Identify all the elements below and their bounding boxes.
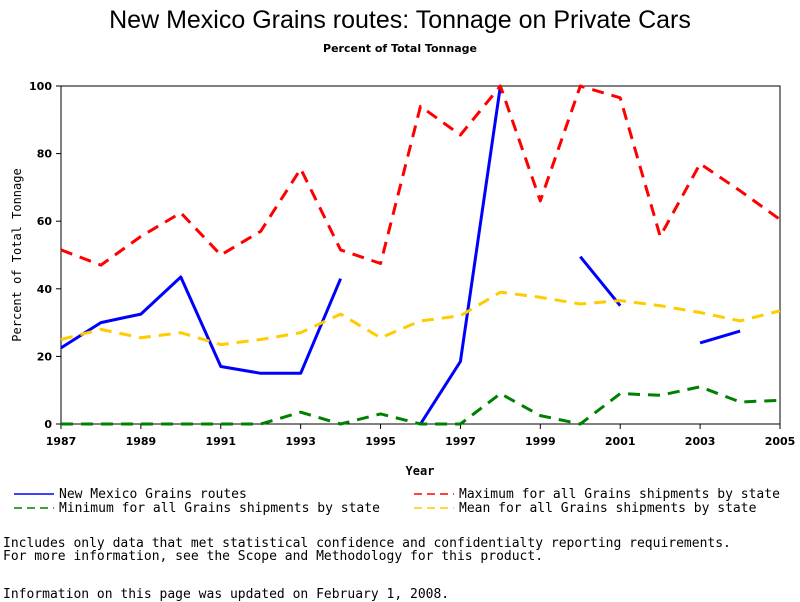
x-tick-label: 2005	[765, 435, 796, 448]
y-tick-label: 20	[37, 350, 53, 363]
series-line-1	[60, 85, 741, 425]
x-tick-label: 1987	[46, 435, 77, 448]
chart-subtitle: Percent of Total Tonnage	[323, 42, 477, 55]
legend-label: Maximum for all Grains shipments by stat…	[459, 487, 780, 502]
note-updated: Information on this page was updated on …	[3, 587, 450, 602]
x-tick-label: 1995	[365, 435, 396, 448]
x-axis: 1987 1989 1991 1993 1995 1997 1999 2001 2003 2005	[46, 424, 796, 448]
y-tick-label: 60	[37, 215, 53, 228]
x-tick-label: 1999	[525, 435, 556, 448]
series-layer	[60, 84, 781, 426]
y-axis-title: Percent of Total Tonnage	[10, 168, 24, 341]
legend-label: Mean for all Grains shipments by state	[459, 501, 757, 516]
plot-area-frame	[60, 85, 781, 425]
note-confidence: Includes only data that met statistical …	[3, 536, 731, 551]
y-axis: 0 20 40 60 80 100	[29, 80, 61, 431]
y-tick-label: 100	[29, 80, 52, 93]
legend-label: Minimum for all Grains shipments by stat…	[59, 501, 380, 516]
chart-title: New Mexico Grains routes: Tonnage on Pri…	[109, 6, 691, 34]
y-tick-label: 0	[44, 418, 52, 431]
x-tick-label: 1991	[205, 435, 236, 448]
series-line-2	[60, 84, 781, 267]
series-line-3	[61, 385, 781, 426]
legend-label: New Mexico Grains routes	[59, 487, 247, 502]
x-tick-label: 1993	[285, 435, 316, 448]
x-tick-label: 1997	[445, 435, 476, 448]
legend: New Mexico Grains routes Maximum for all …	[14, 487, 780, 516]
x-tick-label: 2003	[685, 435, 716, 448]
y-tick-label: 80	[37, 148, 53, 161]
x-tick-label: 1989	[126, 435, 157, 448]
note-methodology: For more information, see the Scope and …	[3, 549, 544, 564]
y-tick-label: 40	[37, 283, 53, 296]
series-line-4	[60, 290, 781, 347]
x-axis-title: Year	[406, 464, 435, 478]
x-tick-label: 2001	[605, 435, 636, 448]
